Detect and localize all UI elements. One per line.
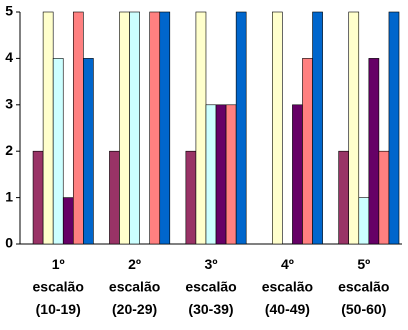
bar: [195, 11, 207, 245]
bar: [32, 150, 44, 245]
bar: [368, 58, 380, 245]
y-tick-label: 4: [5, 49, 13, 65]
label-line: 2º: [128, 256, 141, 272]
label-line: 3º: [205, 256, 218, 272]
bar: [149, 11, 161, 245]
label-line: (10-19): [36, 301, 81, 317]
bar: [292, 104, 303, 245]
label-line: escalão: [338, 278, 389, 294]
y-tick-label: 5: [5, 3, 13, 19]
bar: [312, 11, 323, 245]
bar: [338, 150, 350, 245]
bar: [119, 11, 130, 245]
bar: [185, 150, 197, 245]
y-tick-label: 1: [5, 188, 13, 204]
bar: [109, 150, 120, 245]
x-tick-label: 5º escalão (50-60): [338, 256, 389, 317]
label-line: 4º: [281, 256, 294, 272]
bar: [205, 104, 217, 245]
label-line: (40-49): [265, 301, 310, 317]
label-line: 5º: [357, 256, 370, 272]
bar: [358, 197, 370, 245]
label-line: 1º: [52, 256, 65, 272]
bar: [72, 11, 84, 245]
label-line: escalão: [109, 278, 160, 294]
label-line: escalão: [33, 278, 84, 294]
bar: [378, 150, 390, 245]
bar: [348, 11, 360, 245]
bar: [83, 58, 94, 245]
x-tick-label: 4º escalão (40-49): [262, 256, 313, 317]
label-line: (20-29): [112, 301, 157, 317]
bar: [129, 11, 140, 245]
bar: [302, 58, 313, 245]
y-tick-label: 2: [5, 142, 13, 158]
bar: [62, 197, 74, 245]
bar: [52, 58, 64, 245]
label-line: (30-39): [188, 301, 233, 317]
bar: [42, 11, 54, 245]
x-tick-label: 1º escalão (10-19): [33, 256, 84, 317]
bar: [388, 11, 400, 245]
bar: [159, 11, 171, 245]
label-line: (50-60): [341, 301, 386, 317]
x-tick-label: 3º escalão (30-39): [185, 256, 236, 317]
bar: [235, 11, 247, 245]
y-tick-label: 3: [5, 96, 13, 112]
bar: [225, 104, 237, 245]
y-tick-label: 0: [5, 235, 13, 251]
bar: [272, 11, 283, 245]
label-line: escalão: [185, 278, 236, 294]
label-line: escalão: [262, 278, 313, 294]
bar: [215, 104, 227, 245]
x-tick-label: 2º escalão (20-29): [109, 256, 160, 317]
